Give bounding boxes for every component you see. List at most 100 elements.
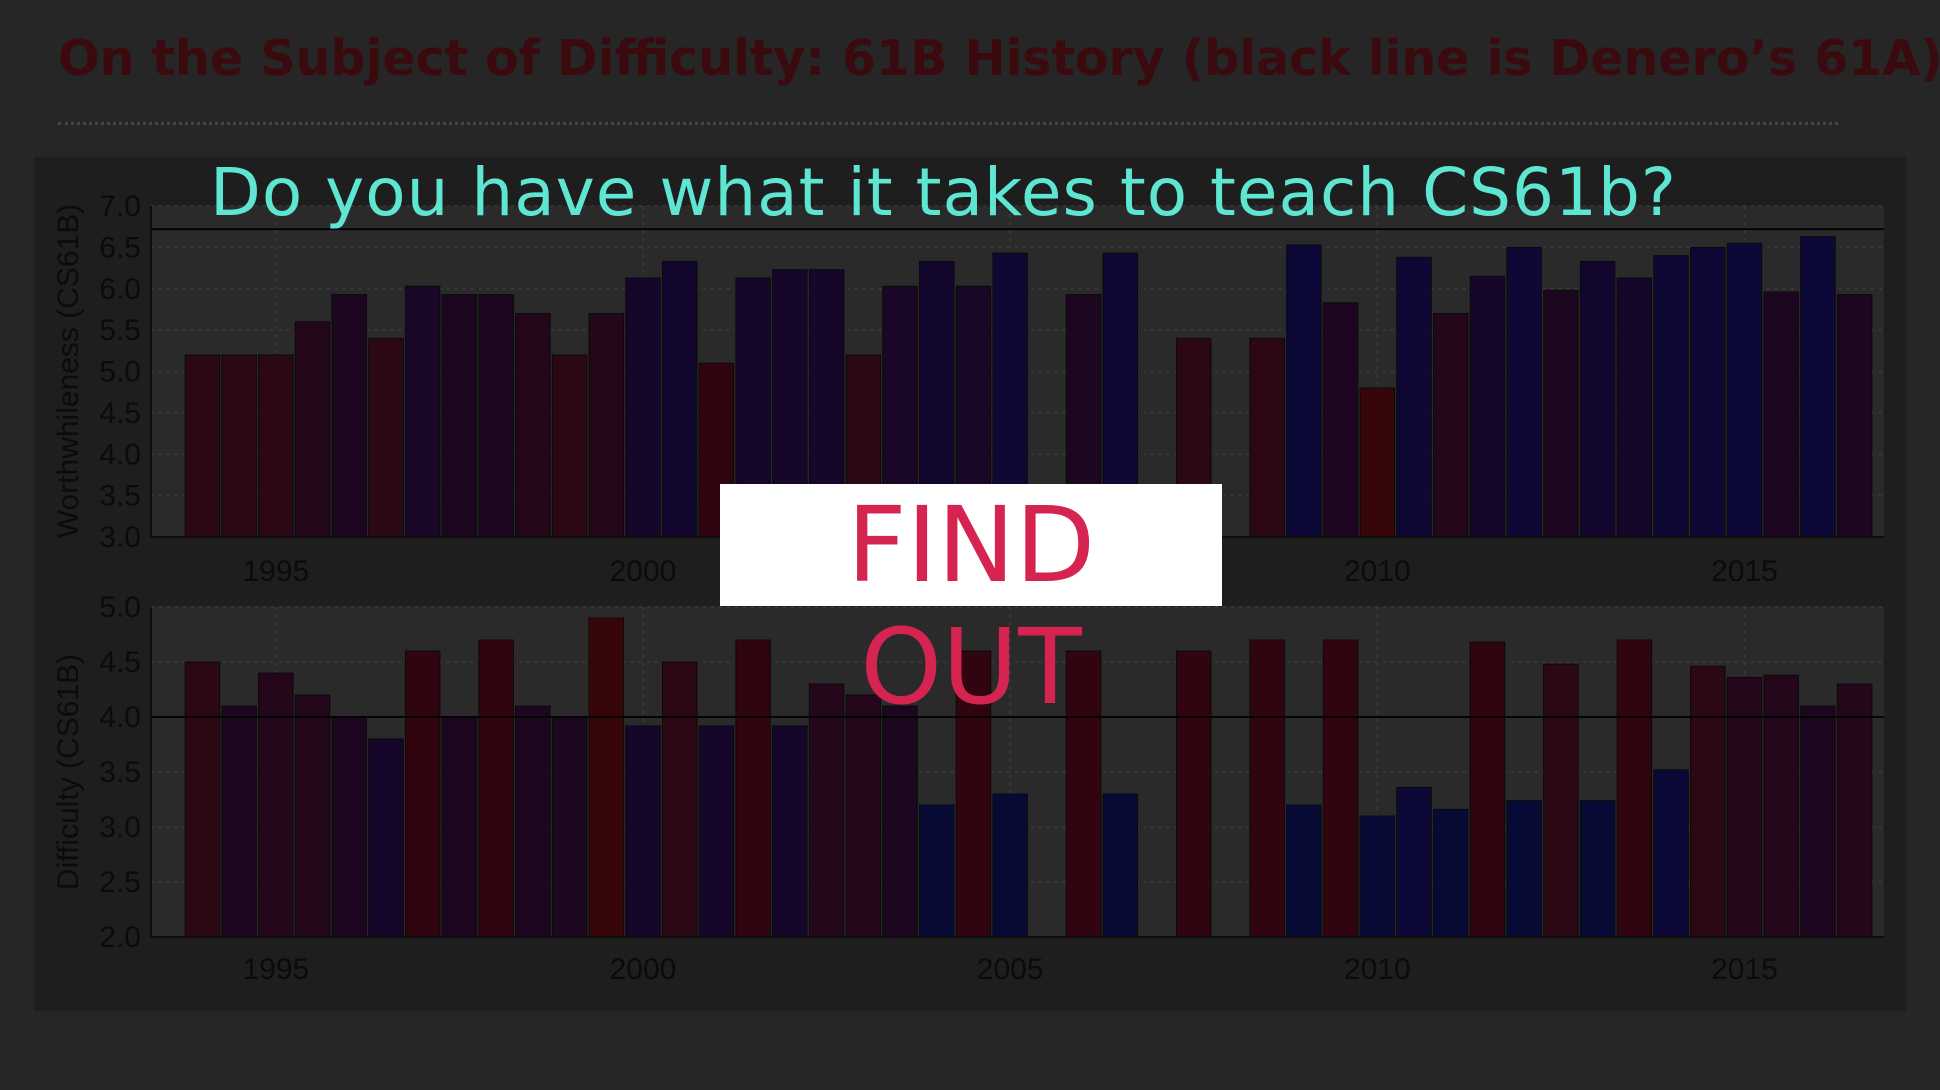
y-tick-label: 5.0 — [99, 356, 141, 389]
y-tick-label: 6.5 — [99, 231, 141, 264]
bar — [1616, 639, 1653, 938]
bar — [1836, 683, 1873, 938]
bar — [845, 694, 882, 938]
bar — [882, 705, 918, 938]
bar — [1506, 246, 1542, 538]
bar — [1579, 800, 1616, 938]
y-tick-label: 3.5 — [99, 480, 141, 513]
x-tick-label: 1995 — [242, 953, 309, 986]
bar — [1653, 769, 1689, 938]
bar — [1359, 387, 1396, 538]
bar — [331, 294, 368, 538]
y-tick-label: 5.5 — [99, 314, 141, 347]
bar — [1359, 815, 1396, 938]
y-tick-label: 4.0 — [99, 438, 141, 471]
bar — [1543, 289, 1579, 538]
bar — [1836, 294, 1873, 538]
bar — [1322, 639, 1359, 938]
bar — [1396, 786, 1432, 938]
chart-panel: 3.03.54.04.55.05.56.06.57.01995200020052… — [34, 157, 1906, 1011]
x-tick-label: 2010 — [1344, 953, 1411, 986]
bar — [1432, 313, 1469, 538]
bar — [808, 683, 845, 938]
bar — [368, 738, 404, 938]
bar — [1102, 793, 1139, 938]
bar — [698, 725, 735, 938]
bar — [1175, 650, 1212, 938]
bar — [184, 661, 221, 938]
bar — [441, 294, 478, 538]
bar — [1616, 277, 1653, 538]
bar — [331, 716, 368, 938]
bar — [772, 725, 808, 938]
bar — [1690, 665, 1726, 938]
charts-svg: 3.03.54.04.55.05.56.06.57.01995200020052… — [34, 157, 1906, 1011]
bar — [294, 321, 331, 538]
bar — [1506, 800, 1542, 938]
slide-title: On the Subject of Difficulty: 61B Histor… — [58, 30, 1940, 87]
x-tick-label: 2015 — [1711, 953, 1778, 986]
headline-text: Do you have what it takes to teach CS61b… — [210, 154, 1677, 231]
bar — [992, 793, 1028, 938]
y-tick-label: 3.0 — [99, 521, 141, 554]
bar — [1726, 676, 1763, 938]
bar — [1065, 650, 1102, 938]
bar — [918, 804, 955, 938]
bar — [1763, 674, 1799, 938]
bar — [588, 617, 625, 938]
bar — [735, 639, 771, 938]
x-tick-label: 2000 — [610, 953, 677, 986]
bar — [1322, 302, 1359, 538]
bar — [1763, 291, 1799, 538]
y-tick-label: 4.0 — [99, 701, 141, 734]
find-out-button[interactable]: FIND OUT — [720, 484, 1222, 728]
x-tick-label: 2010 — [1344, 555, 1411, 588]
bar — [551, 354, 588, 538]
bar — [588, 313, 625, 538]
bar — [404, 285, 441, 538]
bar — [625, 725, 661, 938]
bar — [1800, 705, 1836, 938]
y-axis-label: Worthwhileness (CS61B) — [52, 204, 85, 539]
x-tick-label: 2000 — [610, 555, 677, 588]
bar — [1249, 639, 1285, 938]
bar — [258, 672, 294, 938]
bar — [515, 705, 551, 938]
x-tick-label: 1995 — [242, 555, 309, 588]
y-tick-label: 3.5 — [99, 756, 141, 789]
bar — [478, 639, 514, 938]
bar — [1432, 808, 1469, 938]
bar — [1249, 337, 1285, 538]
y-tick-label: 4.5 — [99, 397, 141, 430]
bar — [1469, 641, 1506, 938]
y-tick-label: 4.5 — [99, 646, 141, 679]
y-tick-label: 6.0 — [99, 273, 141, 306]
bar — [1286, 804, 1322, 938]
y-tick-label: 5.0 — [99, 591, 141, 624]
bar — [1653, 255, 1689, 538]
bar — [1690, 246, 1726, 538]
bar — [441, 716, 478, 938]
bar — [184, 354, 221, 538]
bar — [478, 294, 514, 538]
bar — [1396, 256, 1432, 538]
bar — [1726, 242, 1763, 538]
y-tick-label: 2.0 — [99, 921, 141, 954]
bar — [221, 705, 257, 938]
chart-2: 2.0 2.5 3.0 3.5 4.0 4.5 5.0 1995 2000 2005 2010 201… — [52, 591, 1884, 986]
bar — [221, 354, 257, 538]
bar — [1800, 236, 1836, 538]
bar — [404, 650, 441, 938]
bar — [955, 650, 992, 938]
bar — [294, 694, 331, 938]
bar — [1286, 244, 1322, 538]
y-tick-label: 3.0 — [99, 811, 141, 844]
bar — [515, 313, 551, 538]
bar — [551, 716, 588, 938]
y-axis-label: Difficulty (CS61B) — [52, 654, 85, 890]
x-tick-label: 2005 — [977, 953, 1044, 986]
y-tick-label: 2.5 — [99, 866, 141, 899]
bar — [368, 337, 404, 538]
bar — [1579, 260, 1616, 538]
x-tick-label: 2015 — [1711, 555, 1778, 588]
